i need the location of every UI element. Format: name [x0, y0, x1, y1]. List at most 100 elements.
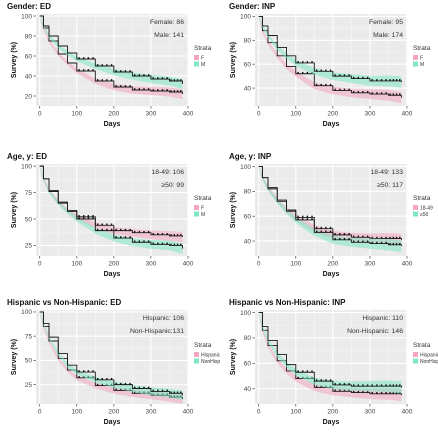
- censor-mark: [180, 234, 182, 236]
- censor-mark: [362, 384, 364, 387]
- censor-mark: [83, 69, 85, 71]
- count-annotation: Male: 174: [373, 32, 403, 39]
- x-axis-title: Days: [323, 419, 340, 426]
- censor-mark: [325, 69, 327, 72]
- censor-mark: [320, 83, 322, 86]
- censor-mark: [325, 379, 327, 382]
- censor-mark: [83, 370, 85, 373]
- x-tick-label: 0: [38, 111, 42, 118]
- censor-mark: [83, 217, 85, 219]
- x-tick-label: 200: [108, 409, 119, 416]
- x-tick-label: 100: [290, 409, 301, 416]
- censor-mark: [366, 384, 369, 387]
- censor-mark: [385, 384, 387, 387]
- legend-swatch: [194, 358, 199, 364]
- censor-mark: [399, 79, 401, 81]
- censor-mark: [96, 383, 99, 386]
- censor-mark: [106, 64, 108, 66]
- confidence-band: [39, 16, 183, 89]
- censor-mark: [376, 92, 378, 95]
- censor-mark: [395, 243, 398, 245]
- censor-mark: [297, 376, 299, 379]
- censor-mark: [101, 383, 103, 386]
- chart-panel-1: Gender: ED 0 100 200 300 400 20 40 60 80 100 Days Su…: [7, 2, 212, 128]
- censor-mark: [334, 238, 336, 240]
- censor-mark: [385, 92, 387, 95]
- censor-mark: [143, 386, 145, 389]
- censor-mark: [348, 238, 350, 240]
- censor-mark: [376, 392, 378, 394]
- y-tick-label: 100: [240, 310, 251, 317]
- censor-mark: [320, 226, 322, 229]
- y-tick-label: 40: [244, 238, 252, 245]
- censor-mark: [96, 228, 99, 231]
- censor-mark: [362, 91, 364, 93]
- censor-mark: [297, 71, 299, 74]
- censor-mark: [176, 391, 179, 394]
- censor-mark: [115, 70, 117, 72]
- survival-curve: [258, 312, 402, 388]
- chart-panel-5: Hispanic vs Non-Hispanic: ED 0 100 200 300 40…: [7, 298, 221, 426]
- x-tick-label: 0: [257, 409, 261, 416]
- censor-mark: [353, 384, 355, 387]
- censor-mark: [161, 389, 164, 392]
- censor-mark: [334, 233, 336, 235]
- censor-mark: [389, 93, 391, 96]
- y-tick-label: 75: [25, 190, 33, 197]
- censor-mark: [152, 242, 154, 245]
- censor-mark: [115, 228, 117, 231]
- censor-mark: [357, 390, 360, 393]
- legend-label: F: [201, 205, 204, 211]
- censor-mark: [302, 218, 304, 220]
- censor-mark: [101, 64, 103, 66]
- censor-mark: [138, 240, 141, 243]
- censor-mark: [348, 88, 350, 91]
- censor-mark: [143, 240, 145, 243]
- y-tick-label: 100: [21, 309, 32, 316]
- confidence-band: [39, 166, 183, 254]
- censor-mark: [371, 92, 373, 95]
- censor-mark: [362, 240, 364, 243]
- censor-mark: [380, 92, 383, 95]
- censor-mark: [371, 79, 373, 81]
- censor-mark: [306, 71, 309, 74]
- panel-title: Gender: ED: [7, 2, 51, 11]
- censor-mark: [380, 392, 383, 394]
- y-tick-label: 100: [21, 163, 32, 170]
- x-tick-label: 200: [108, 111, 119, 118]
- censor-mark: [170, 90, 172, 92]
- censor-mark: [357, 91, 360, 93]
- censor-mark: [353, 235, 355, 238]
- x-tick-label: 200: [108, 261, 119, 268]
- censor-mark: [320, 69, 322, 72]
- censor-mark: [176, 90, 179, 92]
- censor-mark: [106, 228, 108, 231]
- censor-mark: [161, 233, 164, 235]
- censor-mark: [83, 215, 85, 217]
- count-annotation: Hispanic: 110: [362, 315, 403, 322]
- legend-swatch: [194, 211, 199, 217]
- censor-mark: [334, 389, 336, 392]
- censor-mark: [380, 241, 383, 244]
- censor-mark: [115, 85, 117, 87]
- censor-mark: [348, 74, 350, 77]
- censor-mark: [339, 233, 341, 235]
- censor-mark: [306, 218, 309, 220]
- legend-label: M: [201, 212, 205, 218]
- legend-label: ≥50: [420, 212, 429, 218]
- legend: Strata FM: [194, 195, 212, 218]
- censor-mark: [392, 93, 395, 96]
- legend-title: Strata: [194, 45, 212, 52]
- x-tick-label: 0: [257, 261, 261, 268]
- censor-mark: [138, 88, 141, 90]
- censor-mark: [399, 384, 401, 387]
- chart-panel-4: Age, y: INP 0 100 200 300 400 40 60 80 100 Days Sur…: [229, 152, 433, 278]
- censor-mark: [87, 57, 90, 59]
- censor-mark: [92, 370, 94, 373]
- censor-mark: [134, 74, 136, 76]
- count-annotation: Non-Hispanic:131: [130, 328, 184, 335]
- censor-mark: [343, 238, 346, 240]
- censor-mark: [320, 230, 322, 233]
- censor-mark: [325, 230, 327, 233]
